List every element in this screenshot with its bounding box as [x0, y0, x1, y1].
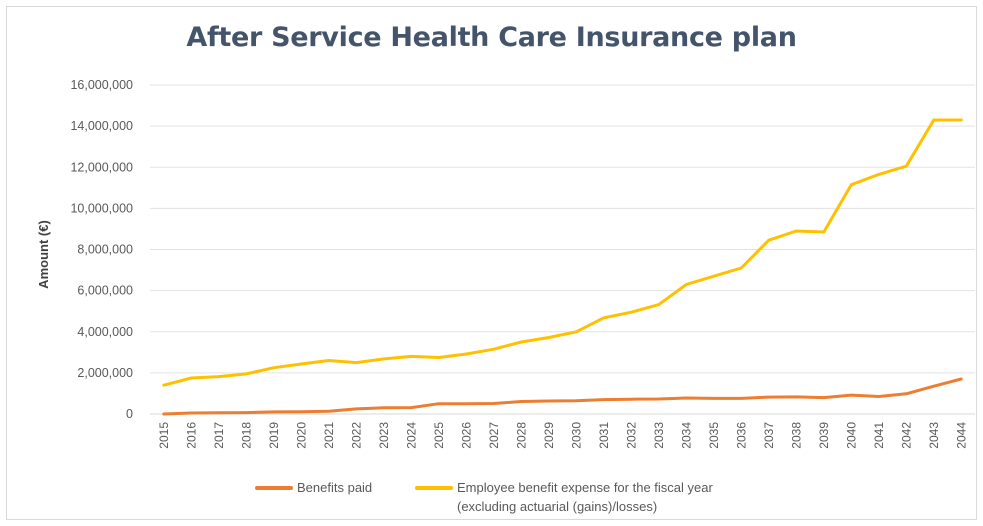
x-tick-label: 2015 [157, 422, 171, 449]
legend-label-line-1: Employee benefit expense for the fiscal … [457, 480, 713, 495]
legend-label-benefits-paid: Benefits paid [297, 480, 373, 495]
gridlines [150, 84, 975, 374]
y-axis-label: Amount (€) [36, 220, 51, 289]
series-line-0 [162, 377, 963, 416]
x-tick-label: 2019 [267, 422, 281, 449]
series-line-1 [162, 118, 963, 387]
x-tick-label: 2035 [707, 422, 721, 449]
x-tick-label: 2027 [487, 422, 501, 449]
y-tick-label: 10,000,000 [70, 201, 133, 215]
y-tick-label: 6,000,000 [77, 284, 133, 298]
x-tick-label: 2023 [377, 422, 391, 449]
x-tick-label: 2020 [294, 422, 308, 449]
x-tick-label: 2036 [734, 422, 748, 449]
y-tick-label: 8,000,000 [77, 243, 133, 257]
y-tick-label: 4,000,000 [77, 325, 133, 339]
legend-swatch-benefits-paid [255, 486, 293, 490]
x-tick-label: 2028 [514, 422, 528, 449]
y-tick-label: 12,000,000 [70, 160, 133, 174]
y-tick-label: 14,000,000 [70, 119, 133, 133]
x-tick-label: 2031 [597, 422, 611, 449]
x-tick-label: 2016 [184, 422, 198, 449]
x-tick-label: 2034 [679, 422, 693, 449]
legend-swatch-employee-benefit-expense [415, 486, 453, 490]
x-tick-label: 2044 [954, 422, 968, 449]
x-tick-label: 2042 [899, 422, 913, 449]
y-tick-label: 16,000,000 [70, 78, 133, 92]
x-tick-label: 2022 [349, 422, 363, 449]
x-tick-label: 2040 [844, 422, 858, 449]
x-tick-label: 2021 [322, 422, 336, 449]
x-axis-ticks: 2015 2016 2017 2018 2019 2020 2021 2022 2023 2024… [157, 422, 969, 449]
x-tick-label: 2017 [212, 422, 226, 449]
x-tick-label: 2032 [624, 422, 638, 449]
x-tick-label: 2024 [404, 422, 418, 449]
x-tick-label: 2026 [459, 422, 473, 449]
y-tick-label: 0 [126, 407, 133, 421]
x-tick-label: 2039 [817, 422, 831, 449]
y-tick-label: 2,000,000 [77, 366, 133, 380]
chart-frame [6, 6, 977, 520]
x-tick-label: 2043 [927, 422, 941, 449]
x-tick-label: 2041 [872, 422, 886, 449]
x-tick-label: 2029 [542, 422, 556, 449]
x-tick-label: 2030 [569, 422, 583, 449]
y-axis-ticks: 0 2,000,000 4,000,000 6,000,000 8,000,000 10,… [70, 78, 133, 421]
x-tick-label: 2025 [432, 422, 446, 449]
x-tick-label: 2038 [789, 422, 803, 449]
x-tick-label: 2037 [762, 422, 776, 449]
x-tick-label: 2033 [652, 422, 666, 449]
series-lines [162, 118, 963, 416]
chart-title: After Service Health Care Insurance plan [186, 22, 797, 53]
x-tick-label: 2018 [239, 422, 253, 449]
legend-label-line-2: (excluding actuarial (gains)/losses) [457, 499, 658, 514]
